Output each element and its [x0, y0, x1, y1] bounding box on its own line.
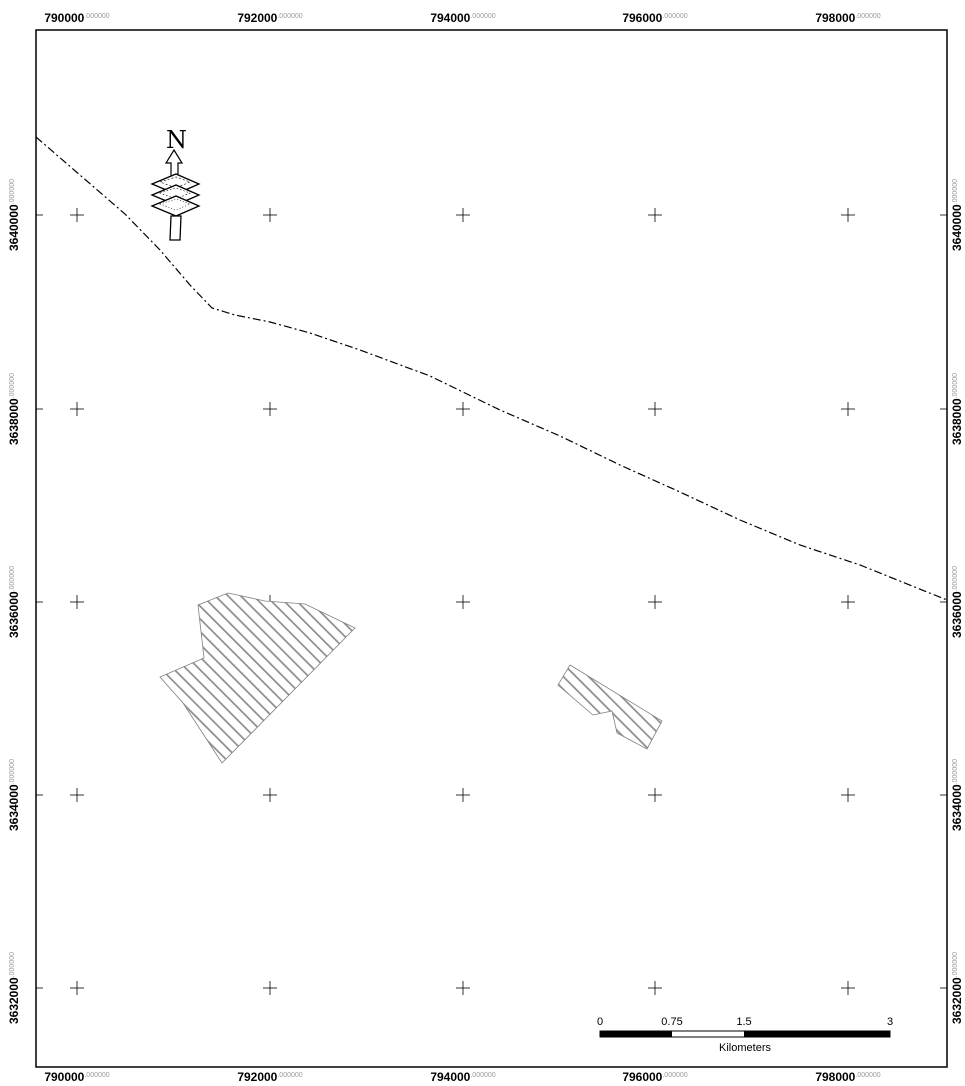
y-tick-label-left: 3640000.000000 [7, 179, 21, 251]
tick-decimal-text: .000000 [952, 179, 959, 204]
tick-main-text: 794000 [430, 1070, 470, 1084]
y-tick-label-left: 3632000.000000 [7, 952, 21, 1024]
grid-cross [263, 208, 277, 222]
tick-main-text: 3636000 [7, 591, 21, 638]
tick-decimal-text: .000000 [9, 373, 16, 398]
y-tick-label-right: 3640000.000000 [950, 179, 964, 251]
grid-cross [263, 402, 277, 416]
tick-main-text: 3636000 [950, 591, 964, 638]
tick-main-text: 792000 [237, 1070, 277, 1084]
scale-bar: 0 0.75 1.5 3 Kilometers [597, 1016, 893, 1054]
tick-main-text: 3632000 [7, 977, 21, 1024]
tick-main-text: 3634000 [7, 784, 21, 831]
tick-decimal-text: .000000 [855, 1072, 880, 1079]
grid-cross [456, 402, 470, 416]
x-tick-labels: 790000.000000790000.000000792000.0000007… [44, 11, 880, 1084]
tick-main-text: 798000 [815, 11, 855, 25]
scale-label-2: 1.5 [736, 1016, 751, 1028]
tick-main-text: 796000 [622, 11, 662, 25]
x-tick-label-top: 798000.000000 [815, 11, 880, 25]
tick-decimal-text: .000000 [277, 13, 302, 20]
tick-decimal-text: .000000 [277, 1072, 302, 1079]
tick-decimal-text: .000000 [9, 952, 16, 977]
scale-label-0: 0 [597, 1016, 603, 1028]
tick-decimal-text: .000000 [662, 1072, 687, 1079]
scale-label-1: 0.75 [661, 1016, 682, 1028]
x-tick-label-top: 794000.000000 [430, 11, 495, 25]
grid-cross [263, 981, 277, 995]
tick-main-text: 3634000 [950, 784, 964, 831]
grid-cross [70, 402, 84, 416]
tick-decimal-text: .000000 [855, 13, 880, 20]
y-tick-label-right: 3634000.000000 [950, 759, 964, 831]
hatched-area-east [557, 664, 663, 750]
grid-cross [648, 402, 662, 416]
grid-cross [263, 788, 277, 802]
grid-cross [648, 788, 662, 802]
tick-main-text: 3640000 [7, 204, 21, 251]
x-tick-label-top: 792000.000000 [237, 11, 302, 25]
tick-main-text: 796000 [622, 1070, 662, 1084]
grid-cross [70, 981, 84, 995]
grid-cross [70, 788, 84, 802]
tick-decimal-text: .000000 [9, 759, 16, 784]
tick-main-text: 3632000 [950, 977, 964, 1024]
x-tick-label-bottom: 792000.000000 [237, 1070, 302, 1084]
x-tick-label-top: 790000.000000 [44, 11, 109, 25]
y-tick-label-left: 3638000.000000 [7, 373, 21, 445]
tick-decimal-text: .000000 [662, 13, 687, 20]
tick-main-text: 794000 [430, 11, 470, 25]
tick-main-text: 790000 [44, 1070, 84, 1084]
grid-cross [456, 595, 470, 609]
hatched-area-west [159, 592, 356, 764]
graticule [36, 208, 947, 995]
scale-label-3: 3 [887, 1016, 893, 1028]
tick-main-text: 3638000 [7, 398, 21, 445]
grid-cross [456, 981, 470, 995]
tick-decimal-text: .000000 [84, 1072, 109, 1079]
x-tick-label-bottom: 790000.000000 [44, 1070, 109, 1084]
x-tick-label-bottom: 798000.000000 [815, 1070, 880, 1084]
x-tick-label-top: 796000.000000 [622, 11, 687, 25]
grid-cross [841, 981, 855, 995]
boundary-line [36, 136, 947, 601]
tick-decimal-text: .000000 [9, 179, 16, 204]
grid-cross [648, 981, 662, 995]
grid-cross [70, 208, 84, 222]
y-tick-label-right: 3636000.000000 [950, 566, 964, 638]
grid-cross [841, 788, 855, 802]
grid-cross [841, 208, 855, 222]
tick-decimal-text: .000000 [952, 373, 959, 398]
tick-decimal-text: .000000 [84, 13, 109, 20]
tick-decimal-text: .000000 [470, 1072, 495, 1079]
grid-cross [70, 595, 84, 609]
grid-cross [841, 402, 855, 416]
tick-decimal-text: .000000 [952, 759, 959, 784]
tick-decimal-text: .000000 [952, 566, 959, 591]
grid-cross [648, 208, 662, 222]
y-tick-label-left: 3636000.000000 [7, 566, 21, 638]
tick-decimal-text: .000000 [9, 566, 16, 591]
y-tick-label-right: 3632000.000000 [950, 952, 964, 1024]
tick-main-text: 3640000 [950, 204, 964, 251]
x-tick-label-bottom: 796000.000000 [622, 1070, 687, 1084]
x-tick-label-bottom: 794000.000000 [430, 1070, 495, 1084]
tick-decimal-text: .000000 [470, 13, 495, 20]
tick-main-text: 798000 [815, 1070, 855, 1084]
tick-decimal-text: .000000 [952, 952, 959, 977]
tick-main-text: 790000 [44, 11, 84, 25]
scale-unit: Kilometers [719, 1042, 771, 1054]
y-tick-label-left: 3634000.000000 [7, 759, 21, 831]
north-arrow-icon: N [150, 126, 201, 241]
grid-cross [456, 208, 470, 222]
y-tick-label-right: 3638000.000000 [950, 373, 964, 445]
tick-main-text: 3638000 [950, 398, 964, 445]
grid-cross [841, 595, 855, 609]
grid-cross [456, 788, 470, 802]
north-letter: N [166, 126, 187, 154]
grid-cross [648, 595, 662, 609]
tick-main-text: 792000 [237, 11, 277, 25]
y-tick-labels: 3640000.0000003640000.0000003638000.0000… [7, 179, 964, 1024]
